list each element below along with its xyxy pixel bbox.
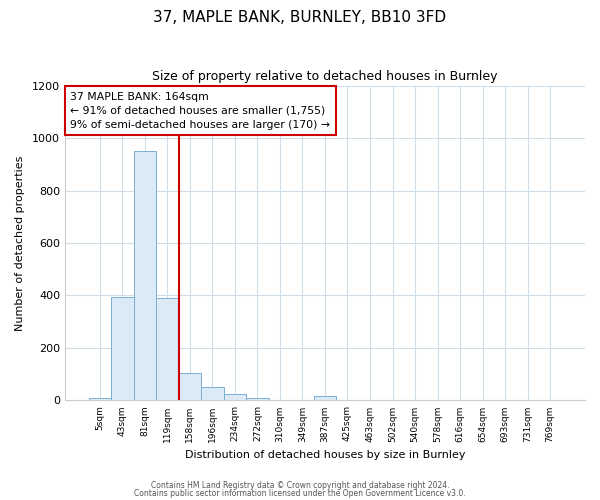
Bar: [156, 298, 179, 400]
Text: 37 MAPLE BANK: 164sqm
← 91% of detached houses are smaller (1,755)
9% of semi-de: 37 MAPLE BANK: 164sqm ← 91% of detached …: [70, 92, 330, 130]
Text: 37, MAPLE BANK, BURNLEY, BB10 3FD: 37, MAPLE BANK, BURNLEY, BB10 3FD: [154, 10, 446, 25]
Bar: [201, 388, 224, 400]
Bar: [246, 398, 269, 400]
Bar: [134, 151, 156, 400]
Y-axis label: Number of detached properties: Number of detached properties: [15, 156, 25, 330]
Bar: [314, 396, 336, 400]
Title: Size of property relative to detached houses in Burnley: Size of property relative to detached ho…: [152, 70, 498, 83]
Bar: [89, 398, 111, 400]
Bar: [224, 394, 246, 400]
Text: Contains HM Land Registry data © Crown copyright and database right 2024.: Contains HM Land Registry data © Crown c…: [151, 481, 449, 490]
Text: Contains public sector information licensed under the Open Government Licence v3: Contains public sector information licen…: [134, 488, 466, 498]
Bar: [179, 373, 201, 400]
X-axis label: Distribution of detached houses by size in Burnley: Distribution of detached houses by size …: [185, 450, 465, 460]
Bar: [111, 297, 134, 401]
